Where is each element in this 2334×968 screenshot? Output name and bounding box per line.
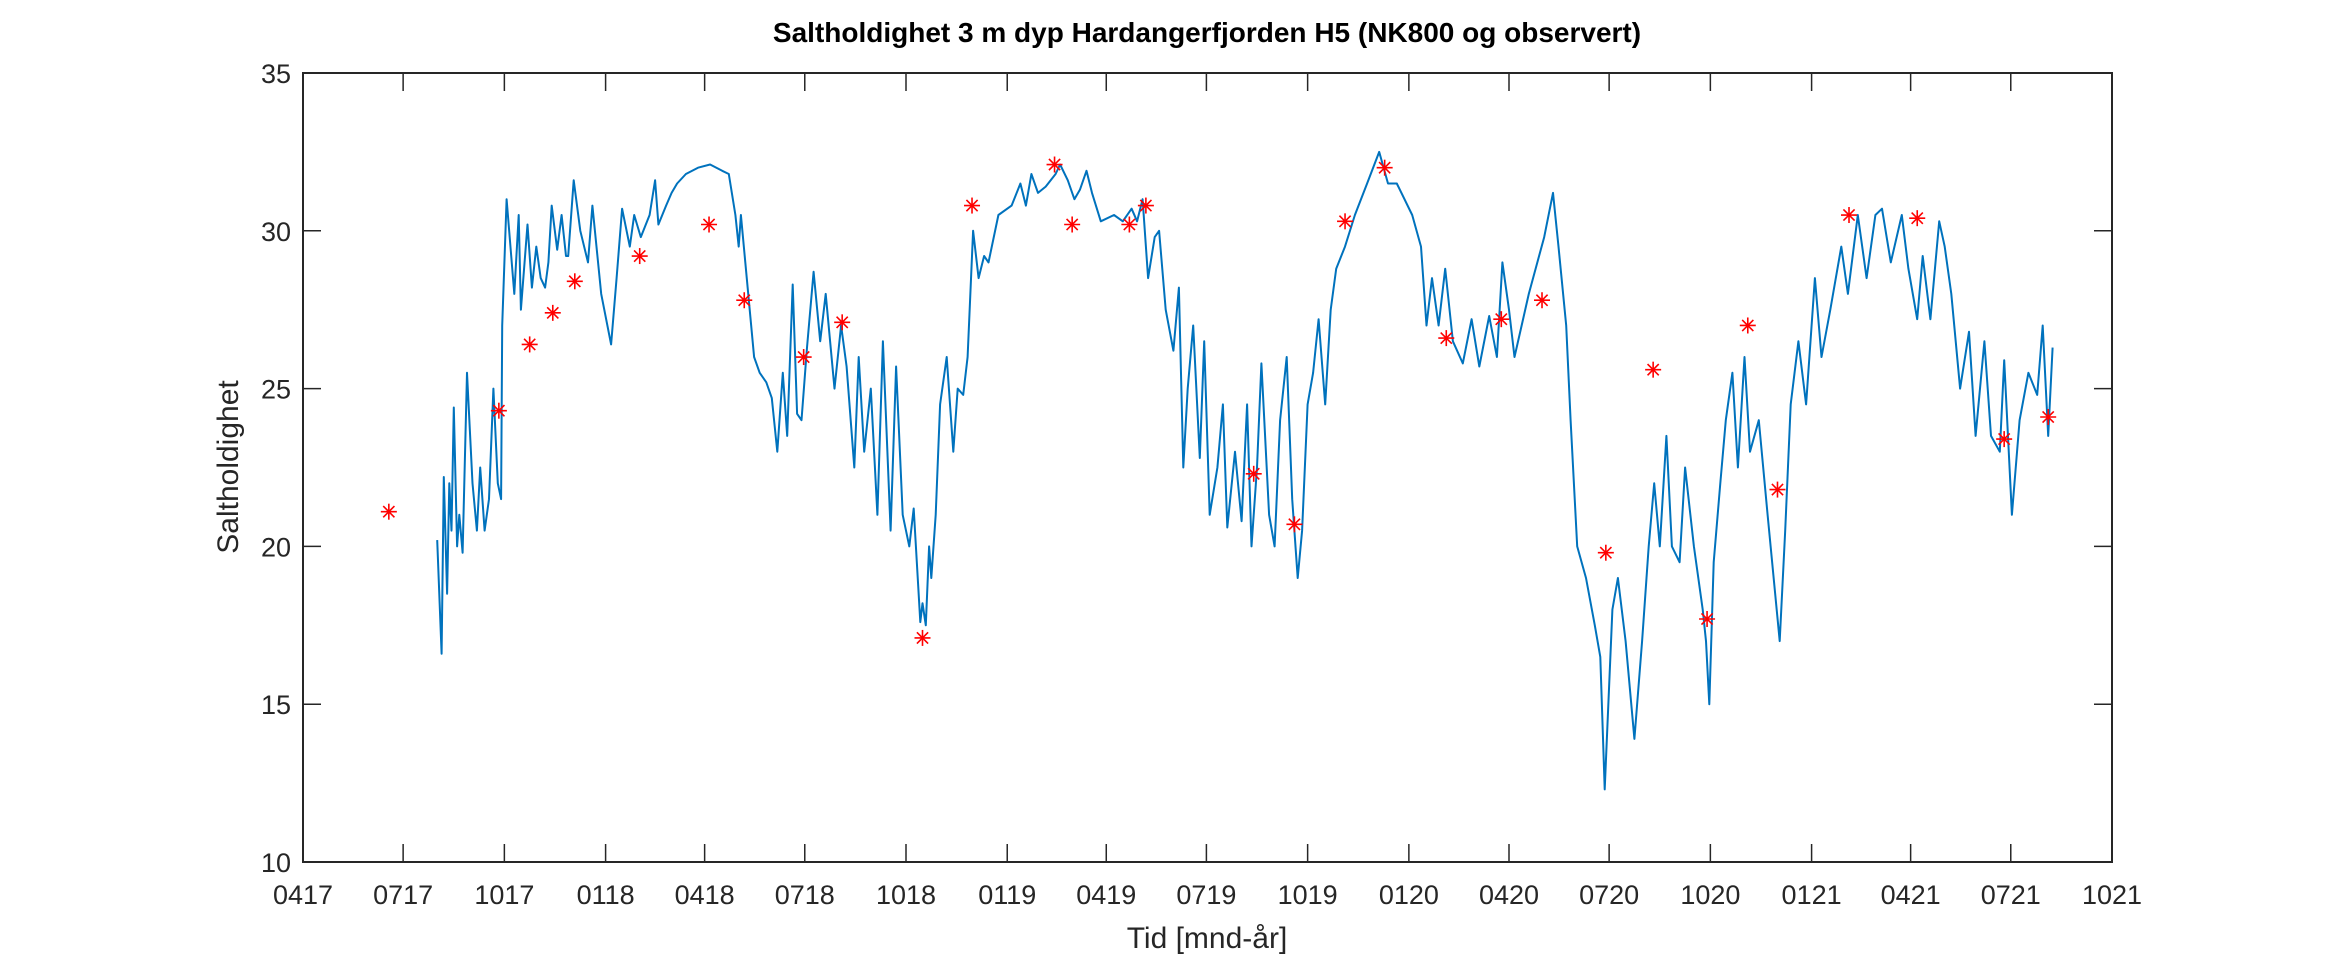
observation-marker	[1376, 159, 1393, 176]
observation-marker	[1286, 516, 1303, 533]
x-tick-label: 1019	[1278, 880, 1338, 910]
observation-marker	[1137, 197, 1154, 214]
observation-marker	[736, 292, 753, 309]
observation-marker	[1064, 216, 1081, 233]
x-tick-label: 0718	[775, 880, 835, 910]
observation-marker	[2040, 409, 2057, 426]
y-tick-label: 30	[261, 217, 291, 247]
x-tick-label: 0119	[978, 880, 1036, 910]
x-tick-label: 0721	[1981, 880, 2041, 910]
model-salinity-line	[436, 150, 2054, 791]
x-tick-label: 0720	[1579, 880, 1639, 910]
x-tick-label: 0719	[1176, 880, 1236, 910]
x-tick-label: 1018	[876, 880, 936, 910]
observation-marker	[1739, 317, 1756, 334]
x-tick-label: 0118	[577, 880, 635, 910]
observation-marker	[631, 248, 648, 265]
observation-marker	[1597, 544, 1614, 561]
observation-marker	[1337, 213, 1354, 230]
y-tick-label: 20	[261, 532, 291, 562]
x-tick-label: 1021	[2082, 880, 2142, 910]
observation-marker	[1909, 210, 1926, 227]
chart-title: Saltholdighet 3 m dyp Hardangerfjorden H…	[773, 17, 1641, 48]
observation-marker	[1534, 292, 1551, 309]
x-tick-label: 0717	[373, 880, 433, 910]
y-axis-label: Saltholdighet	[212, 380, 245, 554]
y-tick-label: 15	[261, 690, 291, 720]
observation-marker	[1645, 361, 1662, 378]
observation-marker	[1121, 216, 1138, 233]
y-tick-label: 35	[261, 59, 291, 89]
axes: 0417 0717 1017 0118 0418 0718 1018 0119 0419 0719…	[261, 59, 2142, 910]
x-tick-label: 0420	[1479, 880, 1539, 910]
observation-marker	[914, 629, 931, 646]
observation-marker	[1841, 207, 1858, 224]
y-tick-label: 25	[261, 375, 291, 405]
observation-marker	[1245, 465, 1262, 482]
x-tick-label: 0418	[675, 880, 735, 910]
x-tick-label: 0417	[273, 880, 333, 910]
line-series	[436, 150, 2054, 791]
observation-markers	[380, 156, 2057, 646]
observation-marker	[1699, 610, 1716, 627]
observation-marker	[490, 402, 507, 419]
y-tick-label: 10	[261, 848, 291, 878]
observation-marker	[1493, 311, 1510, 328]
observation-marker	[795, 349, 812, 366]
observation-marker	[1996, 431, 2013, 448]
observation-marker	[1046, 156, 1063, 173]
x-axis-label: Tid [mnd-år]	[1127, 922, 1288, 955]
observation-marker	[964, 197, 981, 214]
x-tick-label: 1017	[474, 880, 534, 910]
observation-marker	[544, 304, 561, 321]
observation-marker	[834, 314, 851, 331]
x-tick-label: 0419	[1076, 880, 1136, 910]
x-tick-label: 1020	[1680, 880, 1740, 910]
observation-marker	[566, 273, 583, 290]
axes-box	[302, 72, 2113, 863]
observation-marker	[521, 336, 538, 353]
x-tick-label: 0121	[1782, 880, 1842, 910]
observation-marker	[1769, 481, 1786, 498]
x-tick-label: 0421	[1881, 880, 1941, 910]
x-tick-label: 0120	[1379, 880, 1439, 910]
observation-marker	[380, 503, 397, 520]
observation-marker	[701, 216, 718, 233]
observation-marker	[1438, 330, 1455, 347]
